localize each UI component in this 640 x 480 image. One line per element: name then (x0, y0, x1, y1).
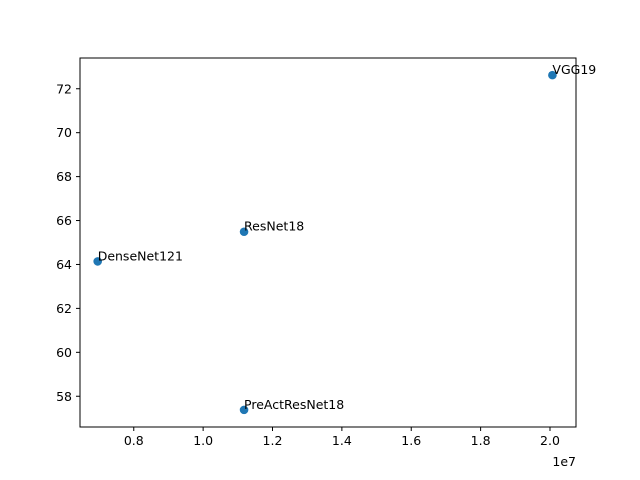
x-tick-label: 1.2 (263, 433, 283, 448)
x-tick-label: 2.0 (540, 433, 560, 448)
data-points: VGG19 ResNet18 DenseNet121 PreActResNet18 (93, 62, 596, 415)
x-tick-label: 1.6 (401, 433, 421, 448)
data-point-label: DenseNet121 (98, 248, 183, 263)
data-point (93, 257, 102, 266)
y-tick-label: 68 (56, 169, 72, 184)
y-tick-label: 66 (56, 213, 72, 228)
x-offset-label: 1e7 (552, 454, 576, 469)
x-tick-label: 0.8 (124, 433, 144, 448)
y-tick-label: 70 (56, 125, 72, 140)
data-point-label: PreActResNet18 (244, 397, 344, 412)
data-point (239, 227, 249, 237)
x-tick-label: 1.8 (471, 433, 491, 448)
y-tick-label: 60 (56, 345, 72, 360)
x-tick-label: 1.4 (332, 433, 352, 448)
y-tick-label: 58 (56, 389, 72, 404)
data-point-label: ResNet18 (244, 219, 304, 234)
y-tick-label: 64 (56, 257, 72, 272)
axis-ticks: 0.8 1.0 1.2 1.4 1.6 1.8 2.0 58 60 62 64 66 68 70 72 (56, 81, 560, 448)
y-tick-label: 72 (56, 81, 72, 96)
data-point (239, 405, 249, 415)
data-point (548, 70, 557, 80)
x-tick-label: 1.0 (193, 433, 213, 448)
plot-area (80, 58, 576, 427)
axes-frame (79, 57, 577, 428)
y-tick-label: 62 (56, 301, 72, 316)
data-point-label: VGG19 (552, 62, 596, 77)
